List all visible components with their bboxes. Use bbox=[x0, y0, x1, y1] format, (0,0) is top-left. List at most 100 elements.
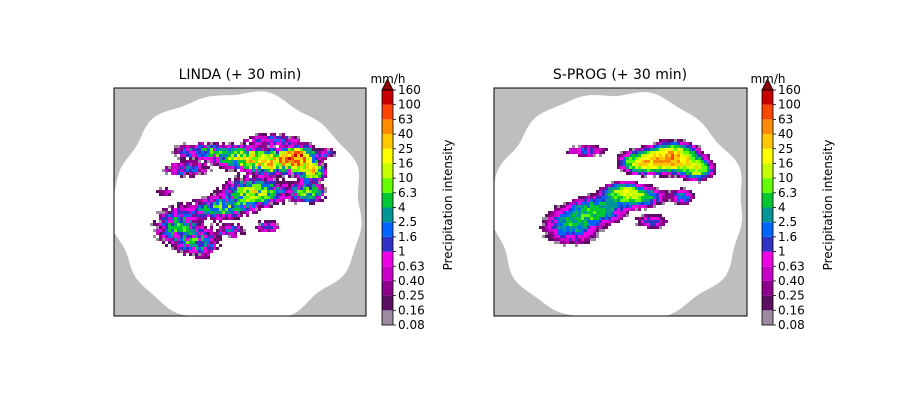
precipitation-cell bbox=[665, 145, 668, 148]
precipitation-cell bbox=[234, 145, 237, 148]
precipitation-cell bbox=[551, 238, 554, 241]
precipitation-cell bbox=[620, 169, 623, 172]
precipitation-cell bbox=[632, 172, 635, 175]
precipitation-cell bbox=[195, 208, 198, 211]
precipitation-cell bbox=[210, 226, 213, 229]
precipitation-cell bbox=[557, 205, 560, 208]
precipitation-cell bbox=[656, 154, 659, 157]
precipitation-cell bbox=[198, 160, 201, 163]
precipitation-cell bbox=[237, 184, 240, 187]
precipitation-cell bbox=[207, 247, 210, 250]
precipitation-cell bbox=[171, 172, 174, 175]
precipitation-cell bbox=[635, 202, 638, 205]
precipitation-cell bbox=[240, 196, 243, 199]
precipitation-cell bbox=[279, 145, 282, 148]
precipitation-cell bbox=[201, 202, 204, 205]
precipitation-cell bbox=[596, 229, 599, 232]
precipitation-cell bbox=[165, 214, 168, 217]
precipitation-cell bbox=[228, 169, 231, 172]
precipitation-cell bbox=[213, 163, 216, 166]
precipitation-cell bbox=[276, 175, 279, 178]
precipitation-cell bbox=[219, 193, 222, 196]
precipitation-cell bbox=[240, 199, 243, 202]
precipitation-cell bbox=[183, 151, 186, 154]
precipitation-cell bbox=[267, 148, 270, 151]
precipitation-cell bbox=[171, 247, 174, 250]
precipitation-cell bbox=[309, 145, 312, 148]
precipitation-cell bbox=[315, 151, 318, 154]
precipitation-cell bbox=[156, 238, 159, 241]
precipitation-cell bbox=[210, 208, 213, 211]
precipitation-cell bbox=[171, 229, 174, 232]
precipitation-cell bbox=[315, 193, 318, 196]
precipitation-cell bbox=[234, 184, 237, 187]
precipitation-cell bbox=[578, 232, 581, 235]
precipitation-cell bbox=[300, 199, 303, 202]
precipitation-cell bbox=[180, 160, 183, 163]
precipitation-cell bbox=[267, 205, 270, 208]
precipitation-cell bbox=[198, 244, 201, 247]
precipitation-cell bbox=[620, 151, 623, 154]
precipitation-cell bbox=[677, 193, 680, 196]
precipitation-cell bbox=[689, 175, 692, 178]
precipitation-cell bbox=[566, 151, 569, 154]
precipitation-cell bbox=[650, 214, 653, 217]
precipitation-cell bbox=[270, 178, 273, 181]
precipitation-cell bbox=[285, 181, 288, 184]
precipitation-cell bbox=[650, 172, 653, 175]
precipitation-cell bbox=[656, 214, 659, 217]
precipitation-cell bbox=[222, 202, 225, 205]
precipitation-cell bbox=[231, 208, 234, 211]
precipitation-cell bbox=[195, 154, 198, 157]
precipitation-cell bbox=[653, 157, 656, 160]
precipitation-cell bbox=[557, 217, 560, 220]
precipitation-cell bbox=[216, 229, 219, 232]
precipitation-cell bbox=[294, 196, 297, 199]
precipitation-cell bbox=[225, 181, 228, 184]
precipitation-cell bbox=[695, 151, 698, 154]
precipitation-cell bbox=[551, 229, 554, 232]
precipitation-cell bbox=[563, 211, 566, 214]
precipitation-cell bbox=[201, 208, 204, 211]
precipitation-cell bbox=[273, 202, 276, 205]
precipitation-cell bbox=[222, 145, 225, 148]
precipitation-cell bbox=[632, 169, 635, 172]
precipitation-cell bbox=[270, 199, 273, 202]
precipitation-cell bbox=[575, 229, 578, 232]
precipitation-cell bbox=[228, 145, 231, 148]
precipitation-cell bbox=[713, 166, 716, 169]
precipitation-cell bbox=[228, 205, 231, 208]
precipitation-cell bbox=[189, 202, 192, 205]
precipitation-cell bbox=[662, 220, 665, 223]
precipitation-cell bbox=[240, 187, 243, 190]
precipitation-cell bbox=[288, 145, 291, 148]
precipitation-cell bbox=[629, 196, 632, 199]
precipitation-cell bbox=[698, 172, 701, 175]
precipitation-cell bbox=[683, 187, 686, 190]
precipitation-cell bbox=[695, 148, 698, 151]
precipitation-cell bbox=[650, 187, 653, 190]
colorbar-bin bbox=[382, 266, 393, 281]
precipitation-cell bbox=[548, 226, 551, 229]
precipitation-cell bbox=[575, 205, 578, 208]
precipitation-cell bbox=[264, 166, 267, 169]
precipitation-cell bbox=[297, 136, 300, 139]
precipitation-cell bbox=[674, 157, 677, 160]
precipitation-cell bbox=[614, 217, 617, 220]
precipitation-cell bbox=[168, 238, 171, 241]
precipitation-cell bbox=[668, 169, 671, 172]
precipitation-cell bbox=[593, 148, 596, 151]
precipitation-cell bbox=[587, 235, 590, 238]
precipitation-cell bbox=[650, 151, 653, 154]
precipitation-cell bbox=[683, 142, 686, 145]
precipitation-cell bbox=[183, 217, 186, 220]
precipitation-cell bbox=[219, 238, 222, 241]
precipitation-cell bbox=[644, 151, 647, 154]
precipitation-cell bbox=[626, 205, 629, 208]
precipitation-cell bbox=[650, 217, 653, 220]
precipitation-cell bbox=[593, 223, 596, 226]
precipitation-cell bbox=[300, 178, 303, 181]
precipitation-cell bbox=[198, 217, 201, 220]
precipitation-cell bbox=[243, 196, 246, 199]
precipitation-cell bbox=[641, 157, 644, 160]
